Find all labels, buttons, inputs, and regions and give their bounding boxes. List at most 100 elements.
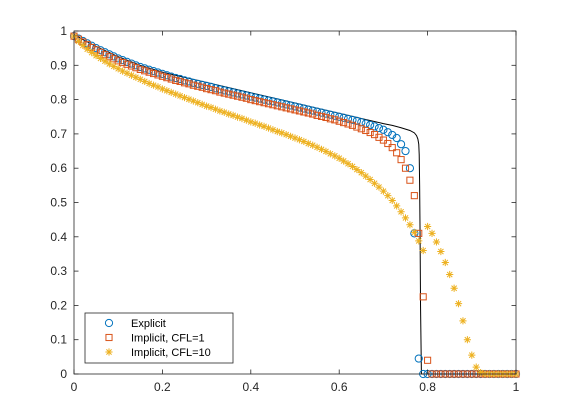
data-point <box>172 76 180 84</box>
data-point <box>233 113 242 121</box>
data-point <box>154 83 162 91</box>
data-point <box>198 83 206 91</box>
data-point <box>145 65 154 74</box>
data-point <box>167 88 175 96</box>
data-point <box>203 85 211 93</box>
data-point <box>237 90 247 99</box>
data-point <box>220 108 228 116</box>
data-point <box>340 157 348 165</box>
data-point <box>158 72 166 80</box>
data-point <box>123 60 131 68</box>
data-point <box>309 141 317 149</box>
data-point <box>202 81 211 90</box>
data-point <box>194 99 202 107</box>
data-point <box>238 93 246 101</box>
data-point <box>207 103 215 112</box>
data-point <box>401 164 410 172</box>
data-point <box>211 87 220 95</box>
data-point <box>393 149 401 157</box>
data-point <box>175 74 185 84</box>
data-point <box>207 86 215 94</box>
y-tick-label: 0.8 <box>50 93 67 107</box>
data-point <box>229 91 237 99</box>
data-point <box>260 122 268 130</box>
data-point <box>375 183 383 191</box>
data-point <box>246 92 255 101</box>
data-point <box>74 37 83 45</box>
data-point <box>379 187 387 195</box>
y-tick-label: 0.9 <box>50 58 67 72</box>
data-point <box>225 110 233 118</box>
data-point <box>370 179 379 187</box>
data-point <box>317 145 326 153</box>
legend-entry: Explicit <box>104 318 166 330</box>
data-point <box>251 119 259 127</box>
legend-box <box>84 312 234 364</box>
data-point <box>216 107 224 115</box>
data-point <box>290 102 300 111</box>
data-point <box>141 67 149 75</box>
data-point <box>295 107 303 115</box>
data-point <box>110 62 118 70</box>
data-point <box>163 87 171 95</box>
data-point <box>123 69 131 77</box>
data-point <box>203 102 211 110</box>
x-tick-label: 0.2 <box>154 380 171 394</box>
data-point <box>233 89 242 98</box>
data-point <box>392 133 401 143</box>
data-point <box>229 88 238 97</box>
data-point <box>291 106 299 114</box>
data-point <box>242 94 250 102</box>
data-point <box>477 369 485 377</box>
data-point <box>162 71 171 80</box>
data-point <box>384 192 392 200</box>
data-point <box>366 120 375 130</box>
data-point <box>256 121 264 129</box>
data-point <box>299 104 308 113</box>
data-point <box>109 52 118 61</box>
data-point <box>348 121 357 129</box>
data-point <box>295 103 304 112</box>
data-point <box>313 111 321 119</box>
data-point <box>308 106 317 115</box>
data-point <box>419 293 427 301</box>
data-point <box>424 222 432 231</box>
data-point <box>256 98 264 106</box>
y-tick-label: 0.6 <box>50 161 67 175</box>
data-point <box>119 67 127 75</box>
data-point <box>238 114 246 123</box>
data-point <box>344 160 352 168</box>
legend-label: Explicit <box>131 318 166 330</box>
data-point <box>172 90 180 98</box>
data-point <box>229 111 237 119</box>
data-point <box>185 95 193 103</box>
data-point <box>459 317 467 325</box>
data-point <box>216 88 224 96</box>
data-point <box>176 77 184 85</box>
data-point <box>206 82 216 92</box>
data-point <box>357 118 366 127</box>
data-point <box>326 150 334 158</box>
data-point <box>180 79 189 87</box>
data-point <box>278 129 286 137</box>
x-tick-label: 0.6 <box>331 380 348 394</box>
data-point <box>410 192 418 200</box>
data-point <box>163 74 171 82</box>
data-point <box>424 356 432 364</box>
data-point <box>131 61 140 70</box>
data-point <box>406 221 414 229</box>
data-point <box>273 102 281 110</box>
data-point <box>119 58 127 67</box>
data-point <box>450 284 458 292</box>
data-point <box>397 208 405 216</box>
data-point <box>189 97 197 105</box>
data-point <box>300 137 308 146</box>
data-point <box>401 146 410 156</box>
data-point <box>242 116 250 124</box>
data-point <box>264 124 273 132</box>
data-point <box>468 351 476 359</box>
data-point <box>225 90 233 98</box>
data-point <box>388 196 396 205</box>
data-point <box>344 120 352 128</box>
data-point <box>211 105 220 113</box>
